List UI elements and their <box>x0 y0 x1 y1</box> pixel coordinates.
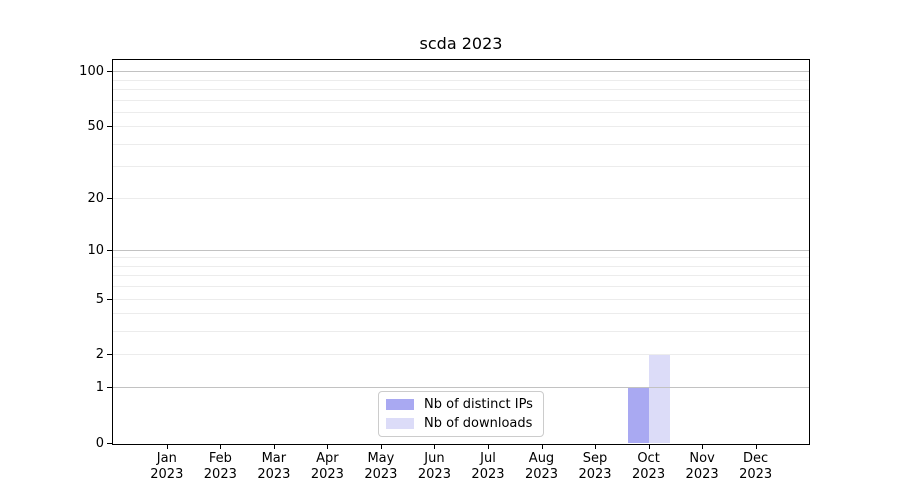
x-tick-year: 2023 <box>739 467 773 482</box>
x-tick-label: Apr 2023 <box>300 451 354 483</box>
plot-area <box>112 59 810 445</box>
distinct-ips-bar <box>627 387 649 443</box>
x-tick-month: Mar <box>261 451 287 466</box>
legend-label-distinct-ips: Nb of distinct IPs <box>424 396 533 412</box>
x-tick-mark <box>648 444 650 449</box>
x-tick-mark <box>273 444 275 449</box>
y-tick-mark <box>107 197 112 199</box>
y-tick-mark <box>107 354 112 356</box>
x-tick-label: Feb 2023 <box>193 451 247 483</box>
downloads-bar <box>648 354 670 443</box>
x-tick-mark <box>487 444 489 449</box>
y-tick-mark <box>107 126 112 128</box>
legend: Nb of distinct IPs Nb of downloads <box>378 391 544 437</box>
x-tick-year: 2023 <box>632 467 666 482</box>
x-tick-mark <box>434 444 436 449</box>
x-tick-mark <box>327 444 329 449</box>
x-tick-mark <box>220 444 222 449</box>
x-tick-year: 2023 <box>364 467 398 482</box>
y-tick-mark <box>107 387 112 389</box>
x-tick-mark <box>755 444 757 449</box>
x-tick-year: 2023 <box>524 467 559 482</box>
y-tick-mark <box>107 71 112 73</box>
y-tick-label: 50 <box>87 119 104 135</box>
x-tick-month: Jan <box>156 451 177 466</box>
x-tick-month: Jul <box>480 451 496 466</box>
legend-label-downloads: Nb of downloads <box>424 415 533 431</box>
y-tick-label: 1 <box>95 380 104 396</box>
chart-title: scda 2023 <box>419 34 503 53</box>
y-tick-label: 10 <box>87 242 104 258</box>
x-tick-mark <box>166 444 168 449</box>
x-tick-label: Sep 2023 <box>568 451 622 483</box>
x-tick-month: Nov <box>689 451 715 466</box>
x-tick-year: 2023 <box>150 467 184 482</box>
x-tick-mark <box>702 444 704 449</box>
x-tick-year: 2023 <box>203 467 237 482</box>
x-tick-label: Dec 2023 <box>729 451 783 483</box>
y-tick-mark <box>107 443 112 444</box>
x-tick-label: Mar 2023 <box>247 451 301 483</box>
x-tick-label: Aug 2023 <box>515 451 569 483</box>
y-tick-label: 20 <box>87 190 104 206</box>
x-tick-mark <box>595 444 597 449</box>
y-tick-label: 100 <box>79 64 104 80</box>
x-tick-year: 2023 <box>685 467 719 482</box>
x-tick-year: 2023 <box>417 467 451 482</box>
y-tick-label: 5 <box>95 291 104 307</box>
x-tick-mark <box>541 444 543 449</box>
x-tick-year: 2023 <box>471 467 505 482</box>
x-tick-month: May <box>367 451 395 466</box>
downloads-swatch-icon <box>386 418 414 429</box>
y-tick-label: 2 <box>95 347 104 363</box>
y-tick-mark <box>107 298 112 300</box>
x-tick-year: 2023 <box>257 467 291 482</box>
legend-row-distinct-ips: Nb of distinct IPs <box>386 396 536 412</box>
x-tick-label: Nov 2023 <box>675 451 729 483</box>
x-tick-label: May 2023 <box>354 451 408 483</box>
x-tick-label: Jun 2023 <box>407 451 461 483</box>
x-tick-month: Jun <box>424 451 445 466</box>
y-tick-label: 0 <box>95 436 104 451</box>
distinct-ips-swatch-icon <box>386 399 414 410</box>
x-tick-year: 2023 <box>310 467 344 482</box>
x-tick-label: Jul 2023 <box>461 451 515 483</box>
x-tick-month: Aug <box>528 451 555 466</box>
x-tick-month: Dec <box>743 451 769 466</box>
x-tick-month: Feb <box>208 451 232 466</box>
x-tick-month: Oct <box>637 451 660 466</box>
bars-layer <box>113 60 809 444</box>
y-tick-mark <box>107 249 112 251</box>
legend-row-downloads: Nb of downloads <box>386 415 536 431</box>
x-tick-label: Jan 2023 <box>140 451 194 483</box>
x-tick-year: 2023 <box>578 467 612 482</box>
x-tick-mark <box>380 444 382 449</box>
x-tick-month: Sep <box>582 451 608 466</box>
x-tick-month: Apr <box>316 451 339 466</box>
x-tick-label: Oct 2023 <box>622 451 676 483</box>
